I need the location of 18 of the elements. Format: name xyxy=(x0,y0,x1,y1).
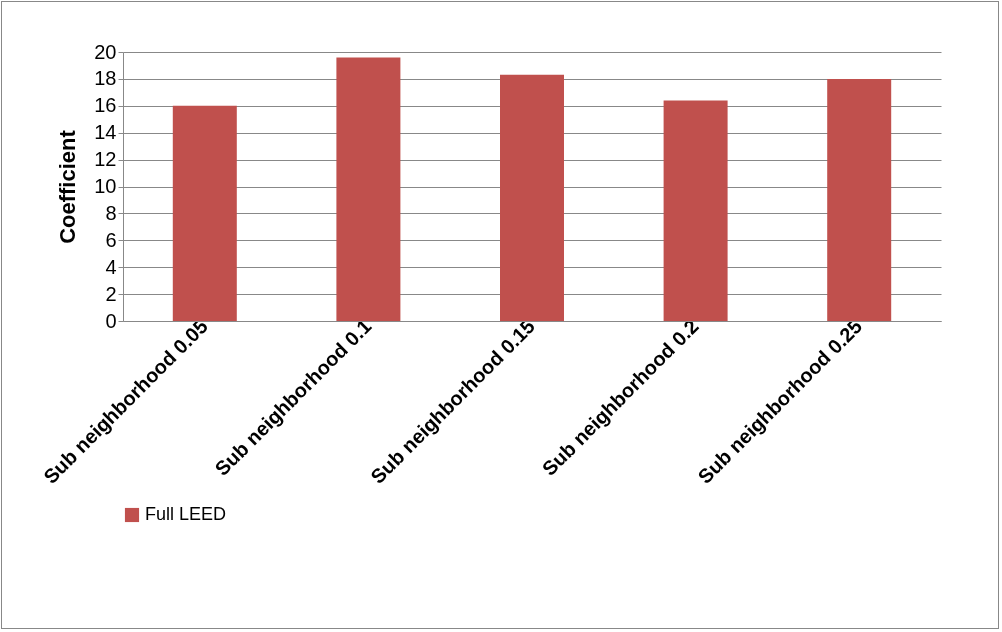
y-tick-label: 0 xyxy=(105,309,117,332)
y-tick-label: 4 xyxy=(105,255,117,278)
y-tick-label: 20 xyxy=(94,40,117,63)
bar xyxy=(827,78,892,321)
y-tick-label: 10 xyxy=(94,175,117,197)
bar xyxy=(663,100,728,321)
bar xyxy=(500,74,564,321)
y-tick-label: 18 xyxy=(94,67,117,90)
y-axis-title: Coefficient xyxy=(55,129,81,244)
y-tick-label: 8 xyxy=(105,201,117,224)
bar xyxy=(172,105,237,321)
y-tick-label: 12 xyxy=(94,148,117,171)
legend-label: Full LEED xyxy=(145,504,227,524)
bar xyxy=(336,57,401,321)
y-tick-label: 6 xyxy=(105,228,117,251)
y-tick-label: 2 xyxy=(105,282,117,305)
y-tick-label: 14 xyxy=(94,121,117,144)
y-tick-label: 16 xyxy=(94,94,117,117)
